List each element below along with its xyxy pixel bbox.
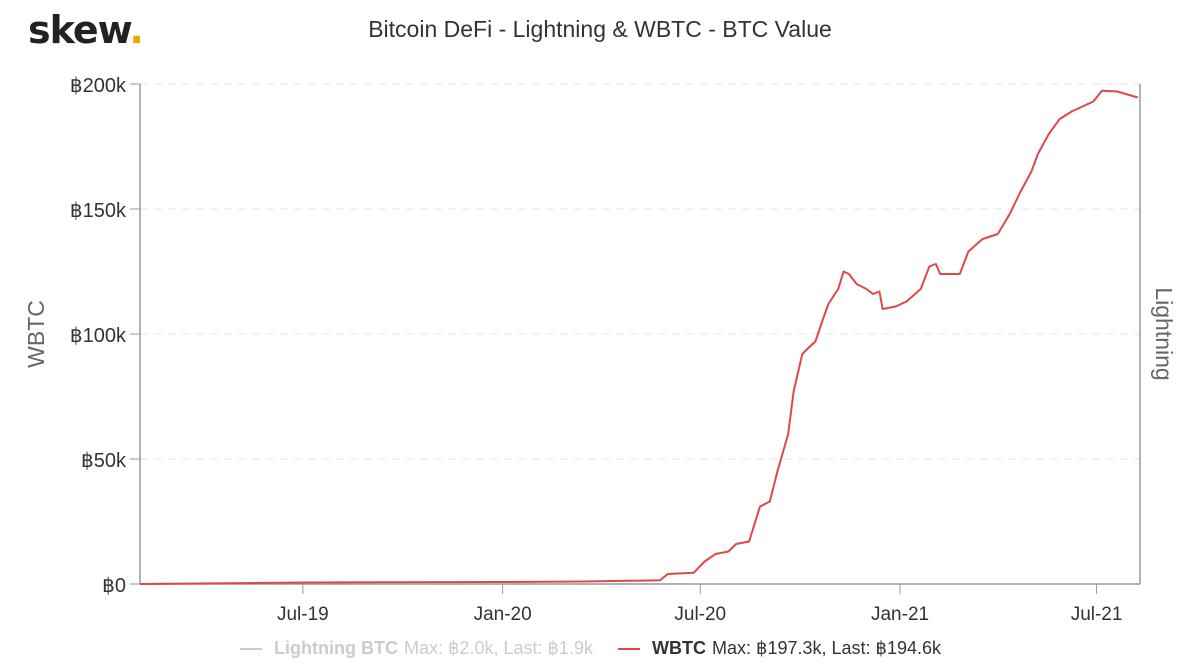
x-tick-label: Jan-20 [474, 604, 532, 625]
logo-text: skew [28, 8, 130, 52]
legend-swatch-wbtc [618, 647, 640, 650]
x-tick-label: Jul-21 [1071, 604, 1123, 625]
legend-name-wbtc: WBTC [652, 638, 706, 658]
logo-dot: . [129, 8, 143, 52]
axis-labels: ฿0 ฿50k ฿100k ฿150k ฿200k Jul-19 Jan-20 Jul-20 J… [23, 75, 1177, 625]
legend-stats-wbtc: Max: ฿197.3k, Last: ฿194.6k [711, 638, 942, 658]
grid-lines [140, 83, 1140, 460]
y-tick-label: ฿50k [81, 450, 127, 472]
legend-item-lightning[interactable]: Lightning BTC Max: ฿2.0k, Last: ฿1.9k [240, 638, 593, 659]
x-tick-label: Jan-21 [871, 604, 929, 625]
y-tick-label: ฿200k [70, 75, 127, 97]
legend-name-lightning: Lightning BTC [274, 638, 398, 658]
chart-title: Bitcoin DeFi - Lightning & WBTC - BTC Va… [368, 16, 832, 42]
legend-swatch-lightning [240, 647, 262, 650]
series-line-wbtc [139, 89, 1139, 585]
axes [130, 83, 1141, 594]
series [139, 89, 1139, 585]
y2-axis-title: Lightning [1151, 287, 1177, 380]
y-axis-title: WBTC [23, 300, 49, 368]
skew-logo: skew. [28, 8, 144, 52]
y-tick-label: ฿0 [102, 575, 126, 597]
x-tick-label: Jul-20 [674, 604, 726, 625]
y-tick-label: ฿100k [70, 325, 127, 347]
legend-item-wbtc[interactable]: WBTC Max: ฿197.3k, Last: ฿194.6k [618, 638, 941, 659]
legend-stats-lightning: Max: ฿2.0k, Last: ฿1.9k [403, 638, 593, 658]
y-tick-label: ฿150k [70, 200, 127, 222]
x-tick-label: Jul-19 [277, 604, 329, 625]
